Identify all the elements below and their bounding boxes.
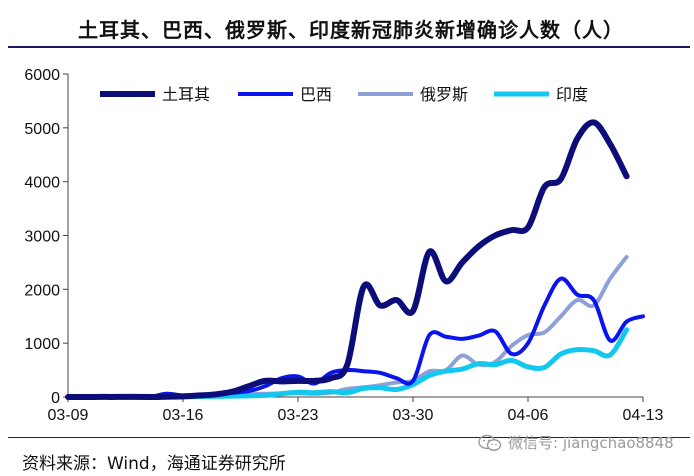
- source-note: 资料来源：Wind，海通证券研究所: [22, 454, 286, 474]
- x-tick-label: 03-30: [393, 407, 434, 424]
- footer-divider: [8, 437, 690, 438]
- chart-legend: 土耳其 巴西 俄罗斯 印度: [100, 85, 588, 104]
- y-tick-label: 4000: [24, 175, 60, 192]
- y-tick-label: 1000: [24, 336, 60, 353]
- y-tick-label: 6000: [24, 67, 60, 84]
- x-tick-label: 04-06: [508, 407, 549, 424]
- y-tick-label: 2000: [24, 282, 60, 299]
- y-tick-label: 0: [51, 390, 60, 407]
- x-tick-label: 03-16: [163, 407, 204, 424]
- chart-title: 土耳其、巴西、俄罗斯、印度新冠肺炎新增确诊人数（人）: [78, 18, 624, 42]
- legend-label-4: 印度: [556, 85, 588, 104]
- legend-label-3: 俄罗斯: [420, 85, 468, 104]
- legend-label-1: 土耳其: [162, 85, 210, 104]
- y-tick-label: 5000: [24, 121, 60, 138]
- series-lines: [65, 119, 645, 400]
- x-tick-label: 03-23: [278, 407, 319, 424]
- wechat-watermark: 微信号: jiangchao8848: [478, 432, 674, 453]
- series-line-3: [66, 255, 629, 399]
- x-tick-label: 04-13: [623, 407, 664, 424]
- title-divider: [8, 46, 690, 48]
- chart-axes: 0 1000 2000 3000 4000 5000 6000 03-09 03-16 03-23…: [24, 67, 663, 424]
- legend-label-2: 巴西: [300, 85, 332, 104]
- x-tick-label: 03-09: [48, 407, 89, 424]
- wechat-icon: [478, 434, 502, 451]
- y-tick-label: 3000: [24, 229, 60, 246]
- series-line-1: [65, 119, 630, 400]
- watermark-text: 微信号: jiangchao8848: [508, 434, 674, 452]
